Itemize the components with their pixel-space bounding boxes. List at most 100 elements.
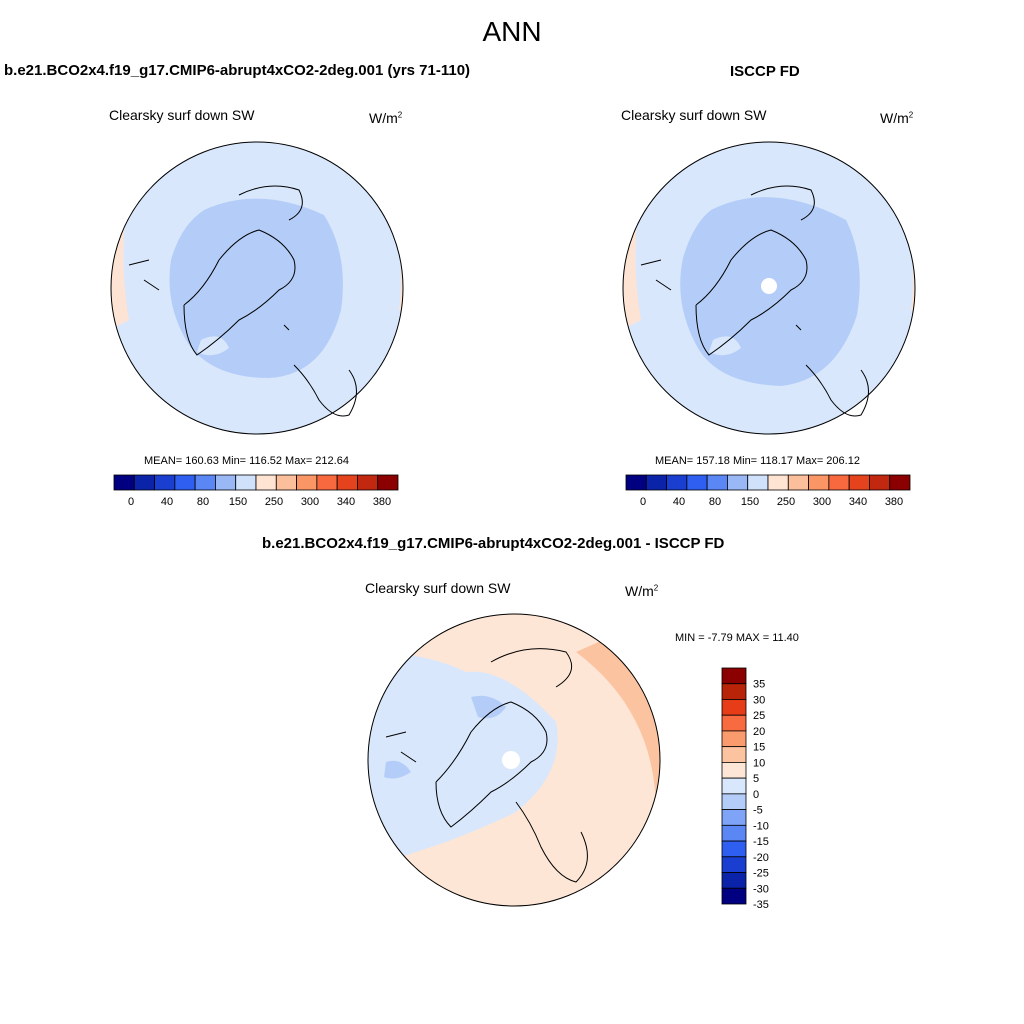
colorbar-tick-label: 35 bbox=[753, 679, 765, 691]
colorbar-tick-label: 250 bbox=[265, 496, 283, 508]
map3-pole-hole bbox=[502, 751, 520, 769]
panel3-units-label: W/m2 bbox=[625, 583, 659, 599]
panel2-variable-label: Clearsky surf down SW bbox=[621, 107, 767, 123]
map1-hudson-bay bbox=[197, 336, 229, 356]
colorbar-tick-label: -25 bbox=[753, 868, 769, 880]
colorbar-swatch bbox=[113, 474, 135, 491]
panel1-variable-label: Clearsky surf down SW bbox=[109, 107, 255, 123]
map3-border bbox=[367, 613, 661, 907]
colorbar-swatch bbox=[721, 856, 747, 873]
colorbar-swatch bbox=[747, 474, 769, 491]
colorbar-swatch bbox=[215, 474, 237, 491]
colorbar-swatch bbox=[721, 840, 747, 858]
colorbar-swatch bbox=[787, 474, 809, 491]
colorbar-tick-label: -30 bbox=[753, 883, 769, 895]
map-panel3 bbox=[367, 613, 661, 907]
panel3-variable-label: Clearsky surf down SW bbox=[365, 580, 511, 596]
map3-coastlines bbox=[385, 648, 588, 883]
map1-coastlines bbox=[128, 185, 357, 417]
colorbar-tick-label: 340 bbox=[849, 496, 867, 508]
colorbar-swatch bbox=[767, 474, 789, 491]
colorbar-tick-label: 80 bbox=[197, 496, 209, 508]
colorbar-tick-label: 30 bbox=[753, 694, 765, 706]
panel2-stats: MEAN= 157.18 Min= 118.17 Max= 206.12 bbox=[655, 455, 860, 467]
colorbar-tick-label: 5 bbox=[753, 773, 759, 785]
colorbar-swatch bbox=[721, 667, 747, 685]
colorbar-tick-label: 40 bbox=[673, 496, 685, 508]
panel1-units-label: W/m2 bbox=[369, 110, 403, 126]
colorbar-swatch bbox=[848, 474, 870, 491]
panel1-stats: MEAN= 160.63 Min= 116.52 Max= 212.64 bbox=[144, 455, 349, 467]
colorbar-swatch bbox=[686, 474, 708, 491]
colorbar-swatch bbox=[666, 474, 688, 491]
colorbar-swatch bbox=[721, 793, 747, 811]
panel2-case-title: ISCCP FD bbox=[730, 63, 800, 80]
colorbar-swatch bbox=[625, 474, 647, 491]
colorbar-swatch bbox=[235, 474, 257, 491]
colorbar-tick-label: 25 bbox=[753, 710, 765, 722]
colorbar-swatch bbox=[727, 474, 749, 491]
colorbar-tick-label: 250 bbox=[777, 496, 795, 508]
colorbar-tick-label: 80 bbox=[709, 496, 721, 508]
colorbar-swatch bbox=[721, 762, 747, 779]
colorbar-panel1: 0 40 80 150 250 300 340 380 bbox=[113, 474, 399, 508]
colorbar-swatch bbox=[721, 730, 747, 748]
colorbar-tick-label: 40 bbox=[161, 496, 173, 508]
map-panel2 bbox=[622, 141, 916, 435]
colorbar-swatch bbox=[296, 474, 318, 491]
colorbar-tick-label: -15 bbox=[753, 836, 769, 848]
colorbar-tick-label: 15 bbox=[753, 742, 765, 754]
colorbar-swatch bbox=[133, 474, 155, 491]
colorbar-tick-label: 380 bbox=[885, 496, 903, 508]
panel3-stats: MIN = -7.79 MAX = 11.40 bbox=[675, 632, 799, 644]
colorbar-panel2: 0 40 80 150 250 300 340 380 bbox=[625, 474, 911, 508]
colorbar-swatch bbox=[808, 474, 830, 491]
map2-pole-hole bbox=[761, 278, 777, 294]
colorbar-panel3: 35 30 25 20 15 10 5 0 -5 -10 -15 -20 -25 -30 -35 bbox=[721, 667, 769, 911]
colorbar-swatch bbox=[316, 474, 338, 491]
colorbar-tick-label: 150 bbox=[741, 496, 759, 508]
map1-border bbox=[110, 141, 404, 435]
colorbar-swatch bbox=[869, 474, 891, 491]
colorbar-tick-label: -35 bbox=[753, 899, 769, 911]
map3-strong-negative-blob1 bbox=[471, 695, 506, 719]
map3-strong-negative-blob2 bbox=[384, 760, 411, 779]
colorbar-tick-label: 0 bbox=[753, 789, 759, 801]
colorbar-swatch bbox=[721, 777, 747, 795]
colorbar-swatch bbox=[357, 474, 379, 491]
colorbar-tick-label: 340 bbox=[337, 496, 355, 508]
panel3-case-title: b.e21.BCO2x4.f19_g17.CMIP6-abrupt4xCO2-2… bbox=[262, 535, 725, 552]
colorbar-swatch bbox=[721, 746, 747, 763]
colorbar-swatch bbox=[706, 474, 728, 491]
colorbar-swatch bbox=[255, 474, 277, 491]
colorbar-swatch bbox=[721, 683, 747, 700]
colorbar-swatch bbox=[828, 474, 850, 491]
colorbar-swatch bbox=[721, 872, 747, 889]
colorbar-tick-label: 0 bbox=[640, 496, 646, 508]
colorbar-swatch bbox=[889, 474, 911, 491]
colorbar-swatch bbox=[721, 699, 747, 716]
colorbar-tick-label: 20 bbox=[753, 726, 765, 738]
colorbar-tick-label: -5 bbox=[753, 805, 763, 817]
colorbar-swatch bbox=[645, 474, 667, 491]
colorbar-tick-label: 0 bbox=[128, 496, 134, 508]
colorbar-swatch bbox=[154, 474, 176, 491]
colorbar-swatch bbox=[721, 714, 747, 732]
colorbar-swatch bbox=[721, 887, 747, 905]
colorbar-tick-label: 150 bbox=[229, 496, 247, 508]
panel1-case-title: b.e21.BCO2x4.f19_g17.CMIP6-abrupt4xCO2-2… bbox=[4, 62, 471, 79]
map-panel1 bbox=[110, 141, 404, 435]
panel2-units-label: W/m2 bbox=[880, 110, 914, 126]
colorbar-tick-label: -10 bbox=[753, 820, 769, 832]
colorbar-swatch bbox=[275, 474, 297, 491]
map2-coastlines bbox=[640, 185, 869, 417]
map3-negative-field bbox=[368, 652, 558, 862]
map1-low-field bbox=[169, 198, 343, 378]
figure-title: ANN bbox=[482, 16, 542, 47]
colorbar-tick-label: 380 bbox=[373, 496, 391, 508]
colorbar-tick-label: 300 bbox=[301, 496, 319, 508]
map2-hudson-bay bbox=[709, 336, 741, 356]
colorbar-tick-label: 300 bbox=[813, 496, 831, 508]
colorbar-tick-label: 10 bbox=[753, 757, 765, 769]
colorbar-swatch bbox=[194, 474, 216, 491]
